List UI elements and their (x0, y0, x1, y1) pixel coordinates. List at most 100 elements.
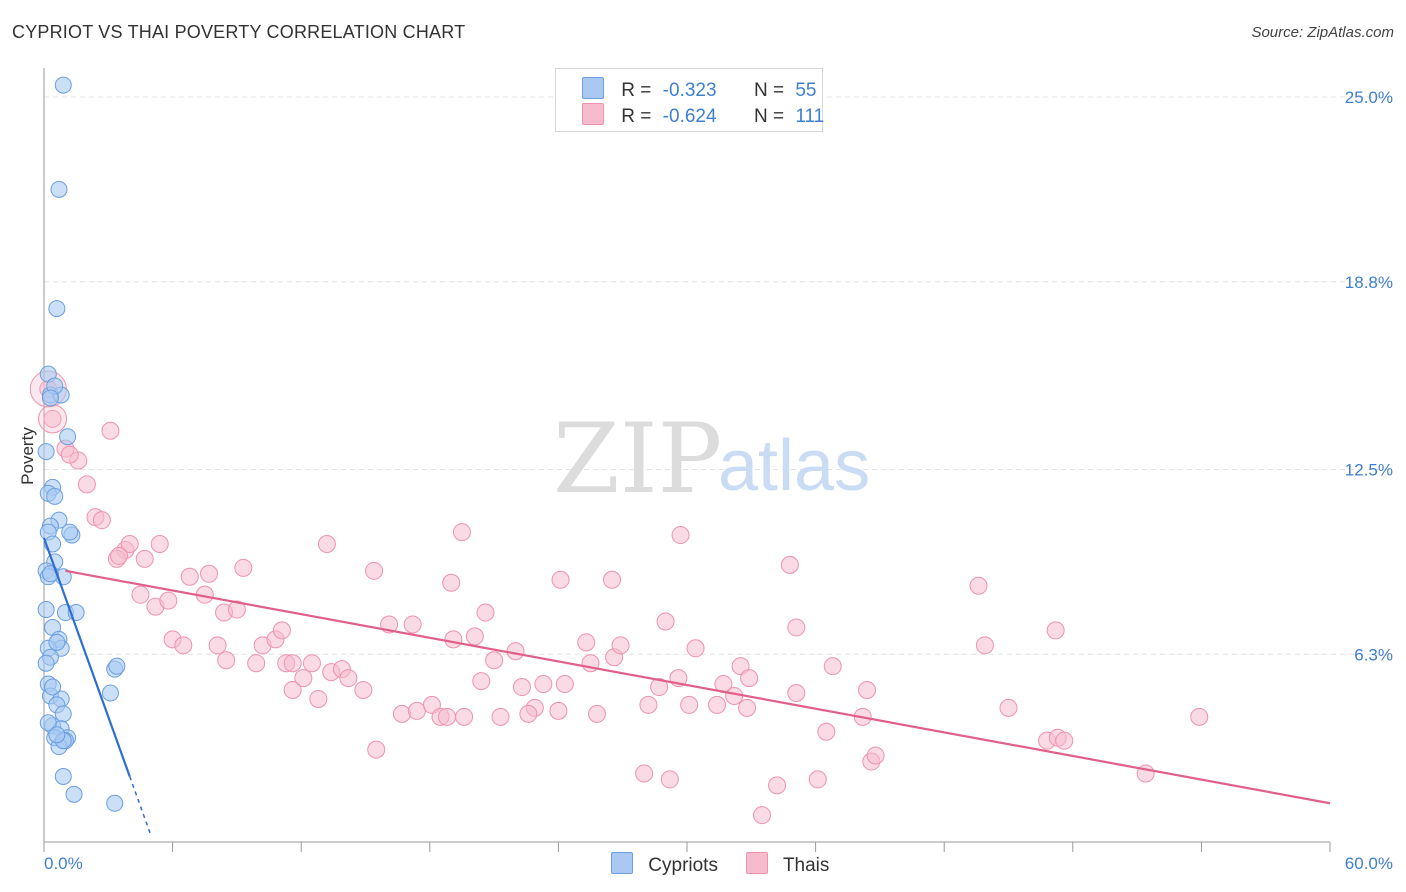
thai-point (294, 669, 313, 688)
cypriot-trend-line (42, 537, 131, 777)
thai-point (150, 535, 169, 553)
thai-point (120, 535, 139, 553)
thai-point (808, 770, 827, 789)
thai-point (135, 549, 154, 568)
legend-n-value: 55 (795, 80, 817, 101)
cypriot-point (39, 714, 57, 732)
legend-item-cypriots: Cypriots (611, 852, 718, 877)
x-tick-label: 0.0% (44, 854, 83, 873)
thai-point (437, 707, 456, 726)
thai-point (283, 654, 302, 673)
thai-point (476, 603, 495, 622)
correlation-legend: R = -0.323 N = 55 R = -0.624 N = 111 (555, 68, 824, 132)
thai-point (491, 707, 510, 726)
thai-point (680, 695, 699, 714)
thai-point (217, 651, 236, 670)
thai-point (392, 704, 411, 723)
thai-point (403, 615, 422, 634)
thai-point (577, 633, 596, 652)
cypriot-points (37, 76, 126, 812)
thai-point (465, 627, 484, 646)
trend-layer (42, 537, 1331, 837)
thai-point (77, 475, 96, 494)
watermark-zip: ZIP (553, 403, 722, 515)
thai-trend-line (65, 569, 1331, 805)
chart-title: CYPRIOT VS THAI POVERTY CORRELATION CHAR… (12, 22, 466, 42)
thai-point (740, 669, 759, 688)
legend-r-value: -0.624 (662, 106, 717, 127)
thai-point (549, 701, 568, 720)
thai-point (823, 657, 842, 676)
legend-thais-label: Thais (782, 855, 830, 876)
watermark-atlas: atlas (718, 426, 870, 506)
legend-r-label: R = (621, 80, 652, 101)
cypriot-point (48, 633, 66, 651)
thai-point (753, 806, 772, 825)
thai-legend-swatch (746, 852, 768, 874)
cypriot-point (37, 601, 55, 619)
thai-point (227, 600, 246, 619)
thai-point (174, 636, 193, 655)
thai-point (975, 636, 994, 655)
thai-point (180, 567, 199, 586)
y-tick-label: 18.8% (1345, 273, 1393, 292)
cypriot-point (59, 428, 77, 446)
thai-point (969, 576, 988, 595)
legend-row-thais: R = -0.624 N = 111 (582, 103, 824, 128)
thai-point (302, 654, 321, 673)
cypriot-trend-extension (129, 776, 152, 837)
y-tick-label: 25.0% (1345, 88, 1393, 107)
cypriot-point (44, 678, 62, 696)
thai-point (999, 698, 1018, 717)
thai-point (60, 445, 79, 464)
thai-point (472, 672, 491, 691)
thai-point (110, 546, 129, 565)
thai-point (551, 570, 570, 589)
thai-point (317, 535, 336, 553)
thai-point (787, 684, 806, 702)
thai-point (738, 698, 757, 717)
legend-r-value: -0.323 (662, 80, 717, 101)
cypriot-point (54, 767, 72, 785)
cypriot-point (54, 76, 72, 94)
thai-point (725, 686, 744, 705)
thai-point (686, 639, 705, 658)
cypriot-point (106, 794, 124, 812)
cypriot-swatch (582, 77, 604, 99)
cypriot-point (50, 180, 68, 198)
legend-n-label: N = (753, 106, 785, 127)
thai-point (1046, 621, 1065, 640)
cypriot-point (37, 443, 55, 461)
thai-point (611, 636, 630, 655)
thai-point (234, 558, 253, 577)
thai-point (512, 678, 531, 697)
cypriot-point (48, 726, 66, 744)
cypriot-point (65, 785, 83, 803)
thai-point (519, 704, 538, 723)
thai-point (635, 764, 654, 783)
thai-point (131, 585, 150, 604)
cypriot-point (46, 487, 64, 505)
x-tick-label: 60.0% (1345, 854, 1393, 873)
thai-point (656, 612, 675, 631)
legend-n-value: 111 (795, 106, 825, 127)
thai-point (339, 669, 358, 688)
thai-points (29, 370, 1209, 825)
thai-point (534, 675, 553, 694)
thai-point (101, 421, 120, 440)
thai-point (365, 561, 384, 580)
thai-point (309, 689, 328, 708)
y-tick-label: 12.5% (1345, 461, 1393, 480)
thai-point (247, 654, 266, 673)
tick-labels: 6.3% 12.5% 18.8% 25.0% 0.0% 60.0% (44, 88, 1393, 873)
thai-point (272, 621, 291, 640)
thai-point (407, 701, 426, 720)
cypriot-legend-swatch (611, 852, 633, 874)
thai-point (159, 591, 178, 610)
legend-row-cypriots: R = -0.323 N = 55 (582, 77, 816, 102)
watermark: ZIP atlas (553, 403, 870, 515)
thai-point (639, 695, 658, 714)
thai-point (506, 642, 525, 661)
thai-point (1055, 731, 1074, 750)
